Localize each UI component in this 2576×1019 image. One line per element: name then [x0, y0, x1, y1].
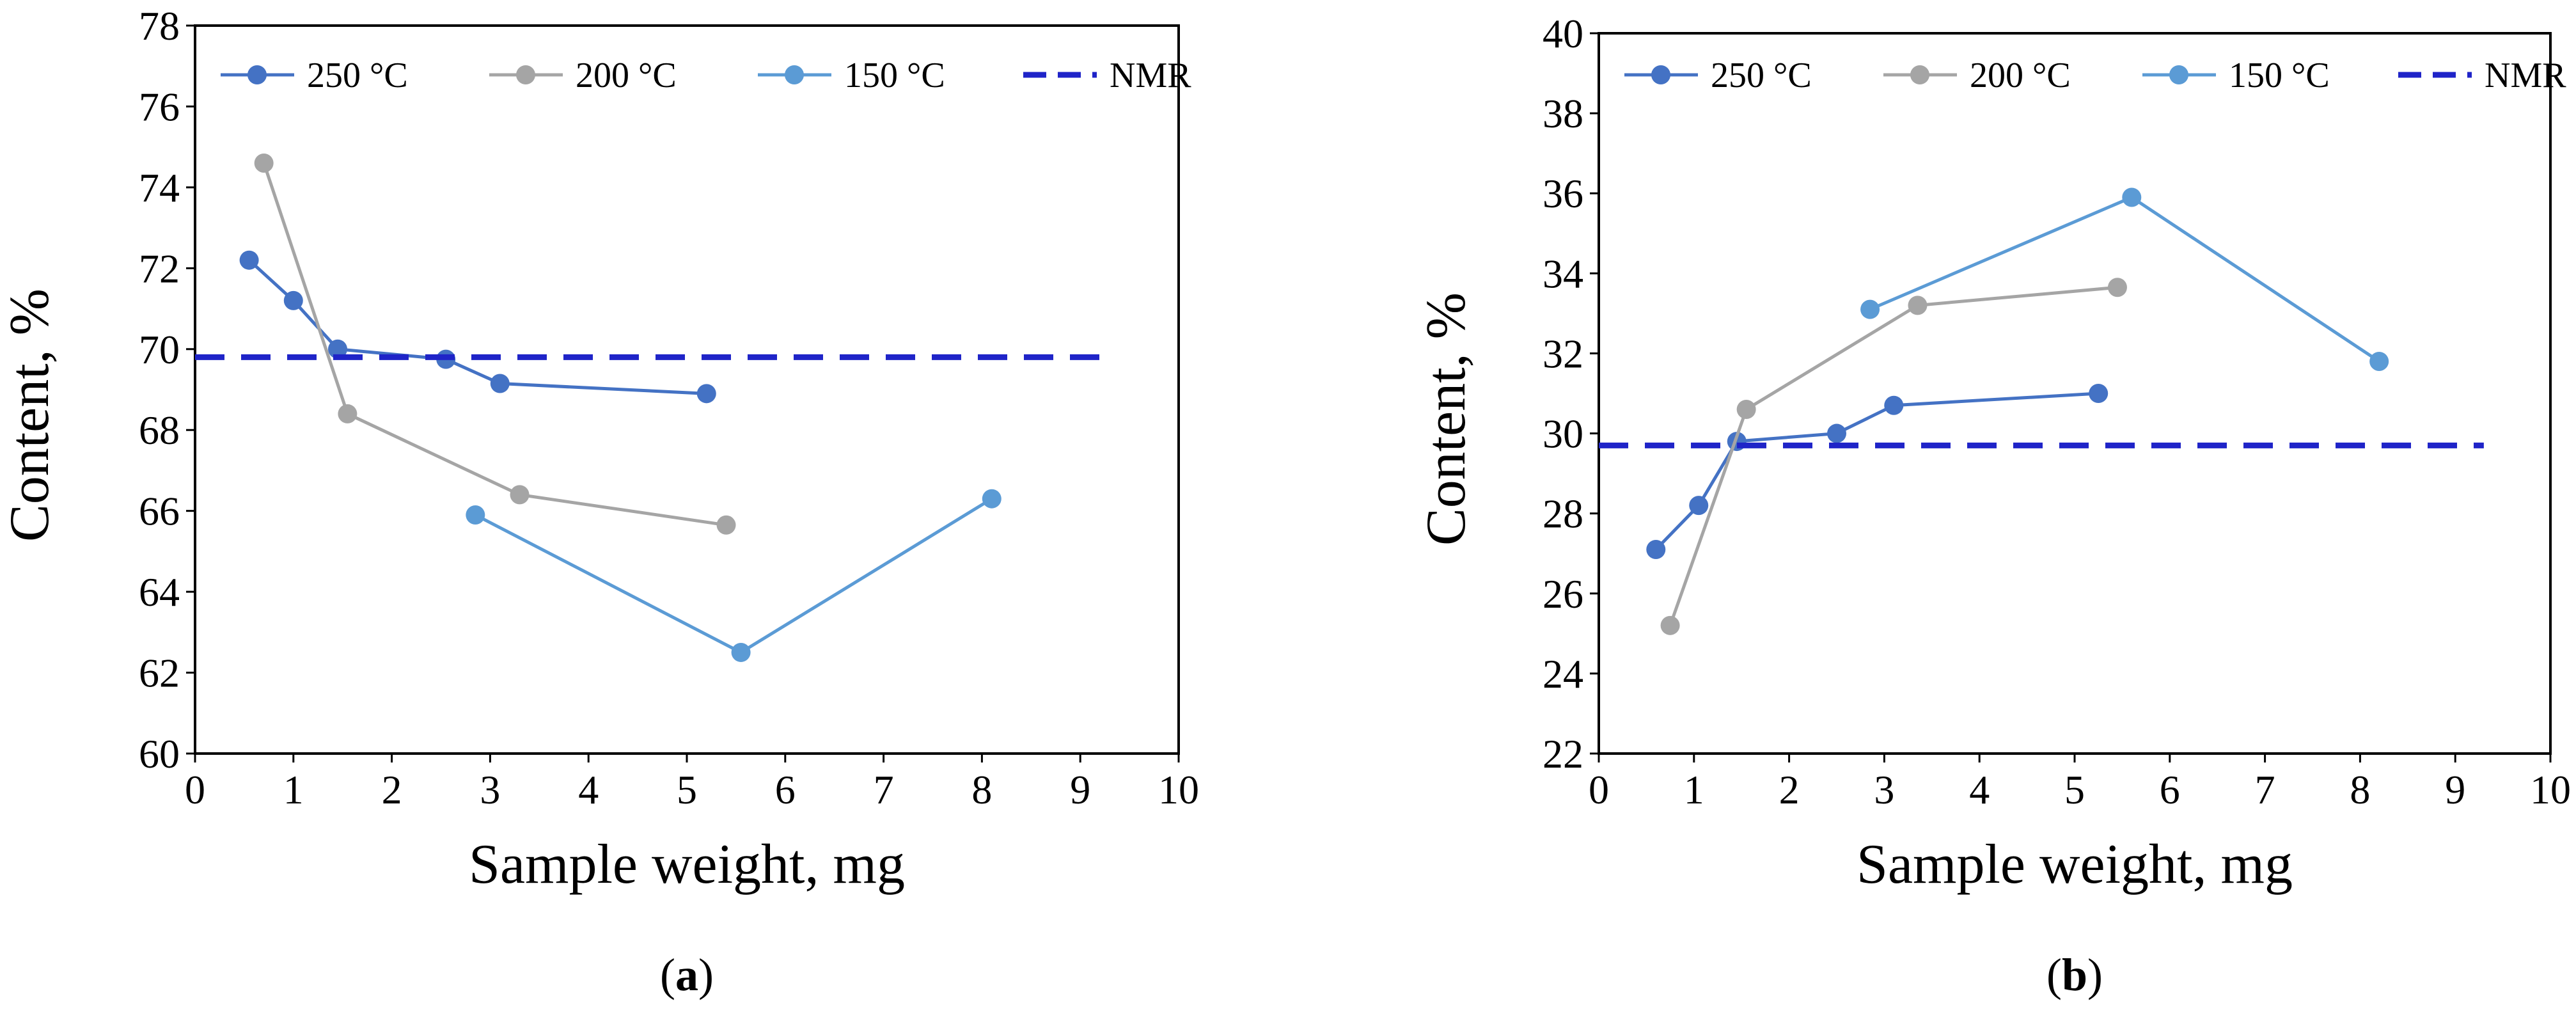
x-tick-label: 2: [382, 767, 402, 812]
y-tick-label: 30: [1543, 411, 1583, 457]
x-tick-label: 4: [1969, 767, 1990, 812]
y-tick-label: 70: [139, 327, 180, 372]
x-tick-label: 3: [1874, 767, 1894, 812]
x-tick-label: 9: [2445, 767, 2465, 812]
plot-frame: [194, 24, 1180, 755]
data-point-250c: [1884, 395, 1904, 415]
y-tick-label: 28: [1543, 491, 1583, 537]
y-tick-label: 62: [139, 651, 180, 696]
x-tick-label: 8: [2350, 767, 2370, 812]
y-tick-label: 76: [139, 84, 180, 129]
data-point-200c: [510, 485, 530, 505]
legend-marker: [2169, 65, 2188, 84]
legend-label: NMR: [2485, 56, 2566, 95]
data-point-250c: [1689, 496, 1709, 516]
x-tick-label: 2: [1779, 767, 1800, 812]
y-tick-label: 66: [139, 489, 180, 534]
legend-label: NMR: [1110, 56, 1191, 95]
data-point-200c: [1908, 296, 1928, 315]
series-line-250c: [247, 258, 707, 395]
y-tick-label: 72: [139, 246, 180, 291]
legend-label: 200 °C: [1970, 56, 2071, 95]
y-tick-label: 32: [1543, 331, 1583, 376]
y-tick-label: 40: [1543, 11, 1583, 56]
y-axis-title: Content, %: [0, 288, 61, 542]
x-tick-label: 7: [874, 767, 894, 812]
data-point-150c: [1860, 299, 1880, 319]
y-tick-label: 38: [1543, 91, 1583, 136]
y-tick-label: 34: [1543, 251, 1583, 296]
y-tick-label: 36: [1543, 171, 1583, 216]
x-tick-label: 10: [1158, 767, 1199, 812]
y-tick-label: 24: [1543, 651, 1583, 697]
x-axis-title: Sample weight, mg: [1857, 833, 2293, 896]
y-tick-label: 74: [139, 165, 180, 210]
y-tick-label: 68: [139, 407, 180, 453]
panel-label: (b): [2046, 949, 2103, 1000]
x-tick-label: 5: [2064, 767, 2085, 812]
y-tick-label: 64: [139, 569, 180, 615]
x-tick-label: 1: [283, 767, 304, 812]
panel-label-letter: b: [2062, 949, 2087, 1000]
data-point-200c: [338, 404, 357, 423]
x-tick-label: 4: [578, 767, 599, 812]
legend-marker: [516, 65, 535, 84]
panel-label-letter: a: [675, 949, 698, 1000]
x-tick-label: 10: [2530, 767, 2571, 812]
data-point-150c: [982, 489, 1001, 509]
y-tick-label: 22: [1543, 731, 1583, 777]
legend-marker: [247, 65, 267, 84]
x-axis-title: Sample weight, mg: [469, 833, 905, 896]
legend-label: 200 °C: [576, 56, 677, 95]
series-line-200c: [262, 162, 726, 527]
x-tick-label: 0: [1589, 767, 1609, 812]
data-point-250c: [1827, 423, 1846, 443]
data-point-200c: [254, 153, 274, 173]
data-point-150c: [2369, 351, 2389, 371]
legend-marker: [1910, 65, 1929, 84]
x-tick-label: 3: [480, 767, 500, 812]
data-point-250c: [328, 339, 348, 359]
data-point-250c: [490, 374, 510, 393]
series-line-200c: [1669, 285, 2118, 626]
data-point-250c: [2089, 384, 2109, 403]
x-tick-label: 1: [1684, 767, 1704, 812]
x-tick-label: 9: [1070, 767, 1090, 812]
y-tick-label: 78: [139, 3, 180, 49]
data-point-250c: [1646, 539, 1666, 559]
x-tick-label: 7: [2255, 767, 2275, 812]
y-tick-label: 26: [1543, 571, 1583, 617]
x-tick-label: 8: [971, 767, 992, 812]
data-point-250c: [239, 250, 259, 270]
panel-label: (a): [660, 949, 714, 1000]
data-point-150c: [731, 642, 751, 662]
data-point-200c: [716, 515, 736, 535]
data-point-200c: [2107, 278, 2127, 297]
data-point-250c: [283, 290, 303, 310]
series-line-150c: [1869, 195, 2380, 363]
x-tick-label: 6: [2160, 767, 2180, 812]
legend-label: 150 °C: [844, 56, 945, 95]
data-point-200c: [1736, 400, 1756, 420]
y-tick-label: 60: [139, 731, 180, 777]
legend-label: 250 °C: [307, 56, 408, 95]
legend-marker: [1651, 65, 1670, 84]
data-point-250c: [696, 384, 716, 404]
legend-label: 150 °C: [2229, 56, 2330, 95]
legend-marker: [785, 65, 804, 84]
series-line-250c: [1654, 391, 2099, 551]
x-tick-label: 6: [775, 767, 796, 812]
x-tick-label: 5: [677, 767, 697, 812]
y-axis-title: Content, %: [1415, 292, 1477, 546]
data-point-200c: [1660, 615, 1680, 635]
data-point-150c: [466, 505, 485, 525]
data-point-150c: [2122, 187, 2142, 207]
x-tick-label: 0: [185, 767, 205, 812]
legend-label: 250 °C: [1711, 56, 1812, 95]
